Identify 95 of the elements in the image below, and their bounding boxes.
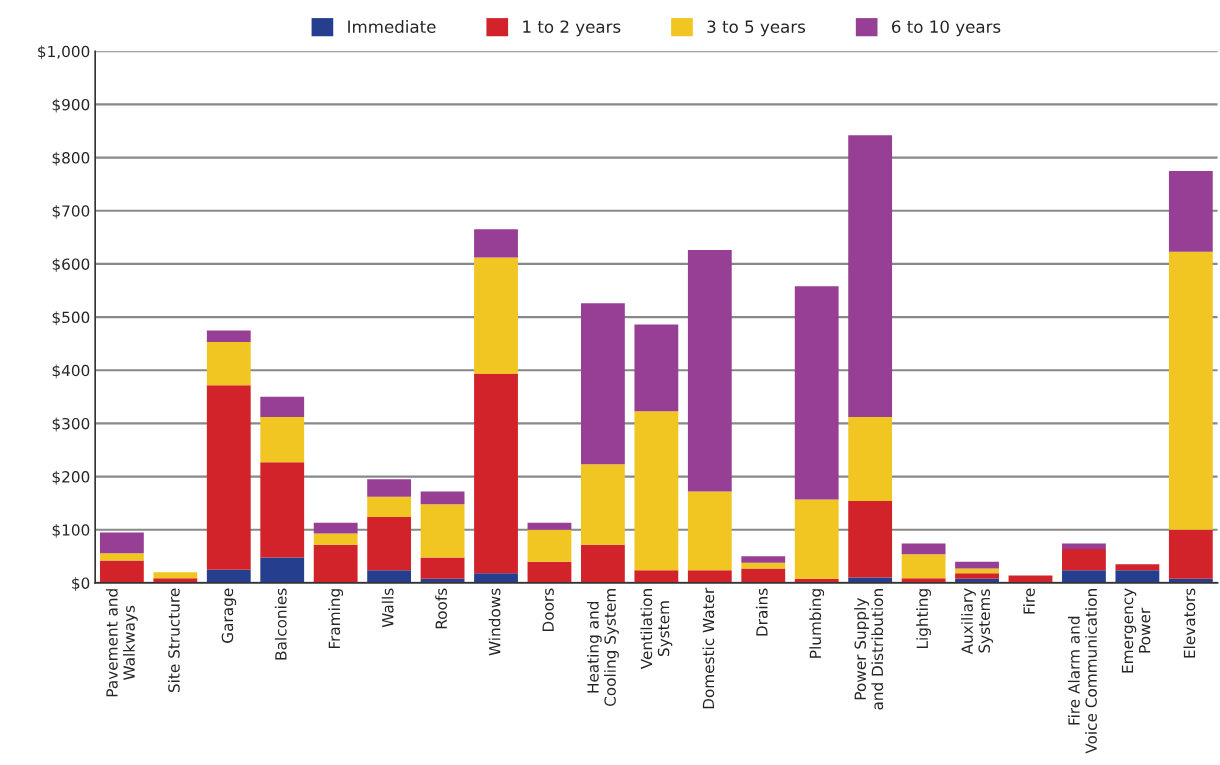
y-tick-label: $600 [52, 258, 90, 272]
x-tick-label: Roofs [435, 588, 447, 629]
bar [687, 250, 732, 492]
x-tick-label: Auxiliary Systems [961, 588, 993, 655]
bar [313, 533, 358, 545]
bar [260, 557, 305, 583]
bar [687, 491, 732, 571]
y-tick-label: $700 [52, 204, 90, 219]
x-tick-label: Plumbing [809, 589, 825, 658]
bar [420, 557, 465, 579]
x-tick-label: Drains [755, 588, 768, 636]
bar [474, 573, 518, 583]
bar [794, 286, 839, 500]
legend-label: 1 to 2 years [523, 20, 621, 37]
bar [1062, 548, 1106, 571]
bar [1062, 543, 1106, 549]
y-tick-label: $1,000 [38, 45, 90, 60]
legend-label: Immediate [348, 20, 436, 33]
x-tick-label: Site Structure [167, 588, 180, 693]
y-tick-label: $500 [52, 311, 90, 326]
x-tick-label: Lighting [916, 589, 931, 649]
bar [1168, 529, 1213, 579]
bar [474, 257, 518, 374]
x-tick-label: Walls [381, 588, 394, 628]
bar [634, 570, 679, 583]
bar [848, 417, 893, 502]
x-tick-label: Fire [1023, 588, 1035, 614]
bar [1008, 575, 1053, 583]
bar [848, 135, 893, 418]
x-tick-label: Garage [221, 588, 237, 643]
bar [741, 556, 786, 563]
y-tick-label: $800 [52, 151, 90, 166]
bar [581, 464, 625, 545]
bar [206, 385, 251, 570]
bar [1168, 251, 1213, 530]
bar [153, 572, 198, 579]
x-tick-label: Windows [488, 588, 501, 656]
bar [581, 544, 625, 583]
bar [1062, 570, 1106, 583]
bar [527, 529, 572, 562]
bar [260, 462, 305, 558]
legend-label: 3 to 5 years [707, 20, 806, 37]
bar [206, 569, 251, 583]
x-tick-label: Ventilation System [640, 589, 673, 670]
bar [367, 479, 412, 497]
bar [1168, 170, 1213, 252]
x-tick-label: Fire Alarm and Voice Communication [1067, 589, 1097, 754]
x-tick-label: Emergency Power [1121, 588, 1151, 673]
y-tick-label: $300 [52, 417, 90, 432]
x-tick-label: Framing [328, 589, 344, 649]
bar [581, 303, 625, 465]
bar [527, 522, 572, 530]
bar [741, 568, 786, 583]
y-tick-label: $900 [52, 98, 90, 113]
x-tick-label: Elevators [1183, 588, 1196, 658]
bar [474, 373, 518, 574]
y-tick-label: $400 [52, 364, 90, 379]
bar [901, 554, 946, 579]
bar [99, 560, 144, 583]
bar [794, 499, 839, 579]
x-tick-label: Balconies [274, 588, 287, 660]
bar [206, 342, 251, 386]
bar [901, 543, 946, 555]
bar [634, 324, 679, 412]
bar [527, 561, 572, 583]
y-tick-label: $200 [52, 470, 90, 485]
bar [260, 417, 305, 463]
bar [367, 496, 412, 517]
bar [313, 544, 358, 583]
bar [260, 396, 305, 418]
bar [955, 573, 999, 579]
bar [848, 501, 893, 578]
bar [206, 330, 251, 343]
legend-label: 6 to 10 years [892, 20, 1001, 37]
y-tick-label: $0 [72, 577, 90, 591]
bar [474, 229, 518, 258]
bar [955, 561, 999, 569]
x-tick-label: Pavement and Walkways [105, 589, 138, 697]
x-tick-label: Domestic Water [702, 587, 715, 709]
bar [313, 522, 358, 534]
bar [367, 517, 412, 571]
bar [367, 570, 412, 583]
y-tick-label: $100 [52, 523, 90, 538]
bar [1115, 570, 1160, 583]
x-tick-label: Power Supply and Distribution [854, 589, 884, 710]
bar [99, 532, 144, 554]
bar [420, 491, 465, 505]
bar [99, 553, 144, 561]
x-tick-label: Doors [542, 588, 554, 631]
bar [741, 562, 786, 569]
bar [420, 504, 465, 558]
x-tick-label: Heating and Cooling System [586, 589, 619, 706]
bar [634, 411, 679, 571]
bar [1115, 564, 1160, 571]
bar [687, 570, 732, 583]
